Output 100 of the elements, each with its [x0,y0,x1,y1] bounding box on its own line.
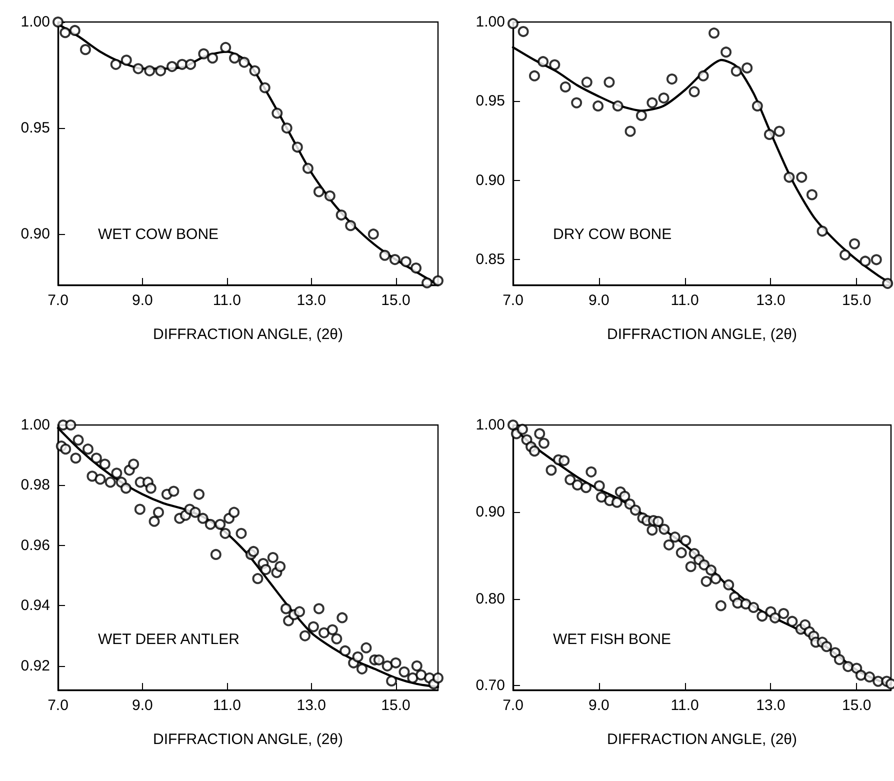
y-tick-label: 0.98 [20,476,50,494]
point [389,254,400,266]
point [784,172,795,183]
y-tick-label: 0.90 [476,503,505,520]
point [720,46,732,58]
point [249,65,260,76]
point [870,254,882,266]
point [882,278,894,289]
x-tick-label: 11.0 [212,292,241,309]
point [238,56,250,68]
point [400,256,412,268]
point [806,189,818,200]
point [155,65,166,76]
y-tick-label: 1.00 [476,14,505,30]
point [336,210,347,221]
x-tick-label: 11.0 [670,697,699,714]
point [840,249,851,260]
x-tick-label: 15.0 [381,292,410,309]
point [742,62,753,74]
x-tick-label: 7.0 [48,697,68,714]
y-tick-label: 1.00 [476,416,505,434]
point [816,226,828,237]
x-tick-label: 15.0 [842,697,872,714]
point [688,86,700,98]
annotation: WET DEER ANTLER [98,631,240,648]
point [752,100,763,112]
point [166,61,178,72]
point [144,65,156,76]
point [646,97,658,108]
y-tick-label: 1.00 [20,416,50,434]
point [528,70,540,82]
x-tick-label: 15.0 [842,292,872,309]
point [581,76,592,88]
point [302,162,314,174]
point [624,126,636,137]
point [259,82,270,94]
point [80,44,91,56]
point [636,110,647,121]
point [368,228,379,240]
point [796,172,808,183]
y-tick-label: 0.96 [20,536,50,554]
x-tick-label: 9.0 [588,292,610,309]
annotation: WET COW BONE [98,226,219,243]
point [410,262,422,274]
y-tick-label: 0.80 [476,590,505,608]
point [60,27,71,38]
point [571,97,582,108]
point [860,256,871,267]
point [604,76,615,88]
x-tick-label: 7.0 [502,697,524,714]
point [324,190,336,202]
x-tick-label: 7.0 [48,292,68,309]
x-tick-label: 15.0 [381,697,410,714]
y-tick-label: 1.00 [20,14,50,30]
point [120,54,132,66]
point [518,26,529,38]
point [176,58,188,70]
point [730,66,742,77]
x-tick-label: 11.0 [212,697,241,714]
point [185,58,196,70]
point [549,59,560,70]
point [313,186,324,198]
point [708,28,720,39]
x-axis-title: DIFFRACTION ANGLE, (2θ) [152,731,344,748]
point [612,100,624,112]
point [272,108,283,119]
annotation: DRY COW BONE [553,226,672,243]
y-tick-label: 0.95 [20,120,50,137]
y-tick-label: 0.92 [20,657,50,674]
point [220,42,232,53]
x-axis-title: DIFFRACTION ANGLE, (2θ) [606,326,798,343]
point [69,24,80,36]
x-tick-label: 13.0 [296,292,326,309]
x-tick-label: 13.0 [756,697,786,714]
y-tick-label: 0.90 [20,226,50,243]
point [764,128,775,140]
point [538,56,549,68]
point [110,58,122,70]
y-tick-label: 0.94 [20,597,50,614]
x-axis-title: DIFFRACTION ANGLE, (2θ) [152,326,344,343]
point [132,63,144,74]
point [198,48,210,60]
point [379,250,390,261]
x-tick-label: 7.0 [502,292,524,309]
x-tick-label: 9.0 [132,292,153,309]
x-tick-label: 11.0 [670,292,699,309]
point [592,100,604,112]
point [281,122,292,134]
point [666,74,678,85]
y-tick-label: 0.70 [476,677,505,694]
point [345,220,356,232]
y-tick-label: 0.95 [476,92,505,110]
point [292,142,303,153]
x-tick-label: 9.0 [588,697,610,714]
point [774,126,785,137]
point [698,70,709,82]
x-tick-label: 13.0 [756,292,786,309]
y-tick-label: 0.90 [476,172,505,189]
point [432,275,444,286]
x-tick-label: 13.0 [296,697,326,714]
